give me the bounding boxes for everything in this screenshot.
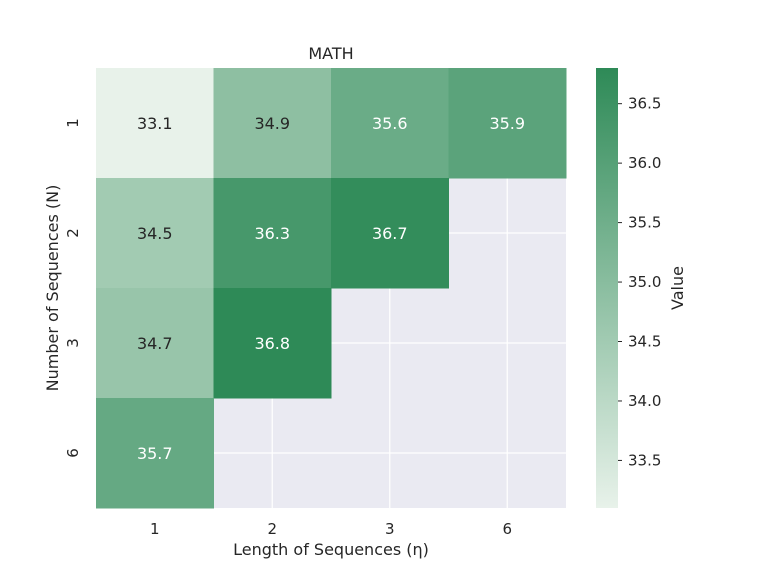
plot-area: 33.1 34.9 35.6 35.9 34.5 36.3 36.7 34.7 36.8 35.7 <box>96 68 567 509</box>
heatmap-cell <box>213 68 332 179</box>
x-tick-label: 6 <box>502 520 512 538</box>
y-axis-label: Number of Sequences (N) <box>43 185 62 392</box>
cell-value-label: 34.7 <box>137 334 173 353</box>
colorbar-gradient <box>596 68 618 508</box>
cell-value-label: 35.7 <box>137 444 173 463</box>
x-tick-label: 2 <box>267 520 277 538</box>
x-axis-label: Length of Sequences (η) <box>233 540 429 559</box>
colorbar-label: Value <box>668 266 687 310</box>
colorbar-tick-label: 34.0 <box>628 392 661 410</box>
x-tick-label: 1 <box>150 520 160 538</box>
y-tick-label: 1 <box>64 118 82 128</box>
cell-value-label: 36.7 <box>372 224 408 243</box>
heatmap-cell <box>213 178 332 289</box>
cell-value-label: 36.8 <box>254 334 290 353</box>
x-axis: 1 2 3 6 <box>150 520 512 538</box>
heatmap-cell <box>96 68 214 179</box>
heatmap-cell <box>96 178 214 289</box>
cell-value-label: 34.9 <box>254 114 290 133</box>
colorbar-tick-label: 36.0 <box>628 154 661 172</box>
heatmap-cell <box>331 178 449 289</box>
y-tick-label: 3 <box>64 338 82 348</box>
chart-title: MATH <box>308 44 353 63</box>
cell-value-label: 35.9 <box>489 114 525 133</box>
y-tick-label: 2 <box>64 228 82 238</box>
colorbar-tick-label: 35.0 <box>628 273 661 291</box>
y-tick-label: 6 <box>64 448 82 458</box>
heatmap-cell <box>331 68 449 179</box>
heatmap-cell <box>96 398 214 509</box>
cell-value-label: 35.6 <box>372 114 408 133</box>
colorbar: 33.5 34.0 34.5 35.0 35.5 36.0 36.5 <box>596 68 661 508</box>
colorbar-tick-label: 33.5 <box>628 451 661 469</box>
heatmap-cell <box>213 288 332 399</box>
colorbar-tick-label: 35.5 <box>628 214 661 232</box>
cell-value-label: 36.3 <box>254 224 290 243</box>
cell-value-label: 34.5 <box>137 224 173 243</box>
colorbar-tick-label: 34.5 <box>628 333 661 351</box>
colorbar-tick-label: 36.5 <box>628 95 661 113</box>
y-axis: 1 2 3 6 <box>64 118 82 458</box>
heatmap-cell <box>448 68 567 179</box>
x-tick-label: 3 <box>385 520 395 538</box>
cell-value-label: 33.1 <box>137 114 173 133</box>
heatmap-cell <box>96 288 214 399</box>
